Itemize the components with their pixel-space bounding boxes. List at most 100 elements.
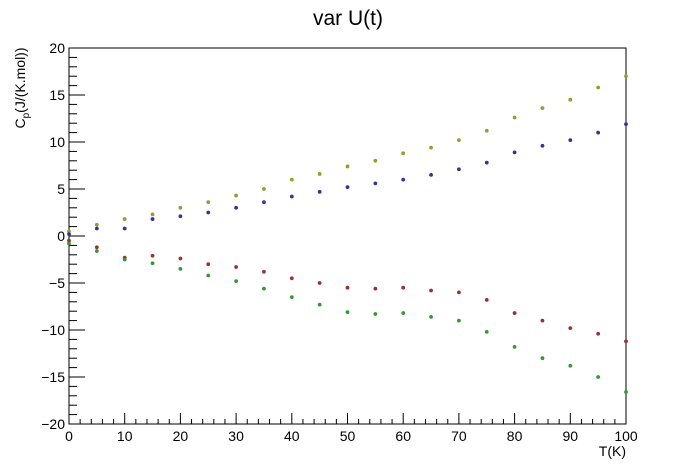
x-tick-label: 70 bbox=[451, 428, 467, 444]
data-point-series-1 bbox=[373, 158, 378, 163]
data-point-series-1 bbox=[178, 205, 183, 210]
data-point-series-4 bbox=[317, 302, 322, 307]
data-point-series-1 bbox=[484, 128, 489, 133]
data-point-series-3 bbox=[234, 265, 239, 269]
data-point-series-3 bbox=[429, 288, 433, 293]
data-point-series-3 bbox=[596, 331, 601, 336]
data-point-series-4 bbox=[373, 312, 378, 316]
data-point-series-3 bbox=[401, 285, 406, 290]
data-point-series-3 bbox=[345, 285, 350, 290]
data-point-series-1 bbox=[624, 74, 628, 79]
data-point-series-1 bbox=[234, 193, 239, 198]
y-tick-label: −5 bbox=[49, 275, 65, 291]
x-tick-label: 10 bbox=[117, 428, 133, 444]
data-point-series-2 bbox=[484, 160, 489, 165]
x-tick-label: 50 bbox=[340, 428, 356, 444]
data-point-series-1 bbox=[401, 151, 406, 156]
data-point-series-1 bbox=[150, 212, 155, 217]
plot-area: 0 10 20 30 40 50 60 70 80 90 100 −20 −15 −10 −5 0 5 10 15 2… bbox=[41, 40, 638, 444]
data-point-series-3 bbox=[262, 269, 266, 274]
data-point-series-2 bbox=[568, 138, 573, 143]
data-point-series-2 bbox=[512, 150, 517, 155]
data-point-series-2 bbox=[289, 194, 294, 199]
chart-title: var U(t) bbox=[313, 7, 383, 30]
data-point-series-1 bbox=[262, 187, 266, 191]
data-point-series-2 bbox=[122, 226, 127, 231]
data-point-series-3 bbox=[317, 281, 322, 285]
data-point-series-2 bbox=[596, 130, 601, 135]
data-point-series-4 bbox=[568, 363, 573, 368]
x-axis-title: T(K) bbox=[599, 443, 626, 459]
data-point-series-1 bbox=[596, 85, 601, 90]
data-point-series-4 bbox=[624, 390, 628, 394]
data-point-series-4 bbox=[178, 267, 183, 271]
data-point-series-4 bbox=[457, 318, 461, 323]
data-point-series-3 bbox=[150, 253, 155, 258]
x-tick-label: 30 bbox=[228, 428, 244, 444]
y-tick-label: −20 bbox=[41, 416, 65, 432]
x-tick-label: 40 bbox=[284, 428, 300, 444]
data-point-series-1 bbox=[317, 172, 322, 176]
x-tick-label: 20 bbox=[173, 428, 189, 444]
data-point-series-3 bbox=[206, 262, 211, 267]
data-point-series-4 bbox=[289, 295, 294, 299]
data-point-series-3 bbox=[540, 318, 545, 323]
svg-text:Cp(J/(K.mol)): Cp(J/(K.mol)) bbox=[12, 47, 32, 128]
data-point-series-4 bbox=[122, 257, 127, 262]
data-point-series-3 bbox=[568, 326, 573, 331]
data-point-series-3 bbox=[289, 276, 294, 281]
y-tick-label: 20 bbox=[49, 40, 65, 56]
x-tick-label: 0 bbox=[65, 428, 73, 444]
y-tick-label: −15 bbox=[41, 369, 65, 385]
data-point-series-1 bbox=[345, 164, 350, 169]
data-point-series-2 bbox=[429, 173, 433, 177]
x-tick-label: 60 bbox=[395, 428, 411, 444]
data-point-series-1 bbox=[67, 229, 71, 234]
y-tick-label: 5 bbox=[57, 181, 65, 197]
data-point-series-3 bbox=[94, 245, 99, 250]
x-tick-label: 80 bbox=[507, 428, 523, 444]
data-point-series-2 bbox=[624, 122, 628, 127]
data-point-series-4 bbox=[512, 345, 517, 349]
data-point-series-3 bbox=[178, 256, 183, 261]
data-point-series-1 bbox=[540, 106, 545, 111]
data-point-series-4 bbox=[262, 286, 266, 291]
data-point-series-4 bbox=[484, 329, 489, 334]
data-point-series-2 bbox=[178, 214, 183, 219]
data-point-series-4 bbox=[596, 375, 601, 379]
x-tick-label: 100 bbox=[614, 428, 638, 444]
data-point-series-2 bbox=[94, 226, 99, 231]
data-point-series-1 bbox=[512, 115, 517, 120]
data-point-series-4 bbox=[540, 356, 545, 361]
y-tick-label: −10 bbox=[41, 322, 65, 338]
data-point-series-1 bbox=[457, 138, 461, 143]
data-point-series-4 bbox=[401, 311, 406, 315]
data-point-series-3 bbox=[67, 238, 71, 243]
data-point-series-3 bbox=[512, 311, 517, 315]
data-point-series-2 bbox=[67, 232, 71, 237]
data-point-series-2 bbox=[401, 177, 406, 182]
data-point-series-4 bbox=[234, 279, 239, 284]
data-point-series-1 bbox=[429, 145, 433, 150]
data-point-series-2 bbox=[206, 210, 211, 215]
y-tick-label: 15 bbox=[49, 87, 65, 103]
data-point-series-1 bbox=[289, 177, 294, 182]
data-point-series-4 bbox=[67, 241, 71, 246]
data-point-series-4 bbox=[345, 310, 350, 315]
data-point-series-3 bbox=[624, 339, 628, 344]
data-point-series-1 bbox=[94, 222, 99, 227]
data-point-series-3 bbox=[373, 286, 378, 291]
x-tick-label: 90 bbox=[563, 428, 579, 444]
y-axis-title: Cp(J/(K.mol)) bbox=[12, 47, 32, 128]
data-point-series-4 bbox=[429, 314, 433, 319]
data-point-series-1 bbox=[206, 200, 211, 205]
data-point-series-1 bbox=[568, 97, 573, 102]
data-point-series-1 bbox=[122, 217, 127, 221]
data-point-series-2 bbox=[234, 205, 239, 210]
data-point-series-2 bbox=[373, 181, 378, 186]
data-point-series-2 bbox=[262, 200, 266, 205]
data-point-series-3 bbox=[457, 290, 461, 295]
data-point-series-2 bbox=[317, 189, 322, 194]
